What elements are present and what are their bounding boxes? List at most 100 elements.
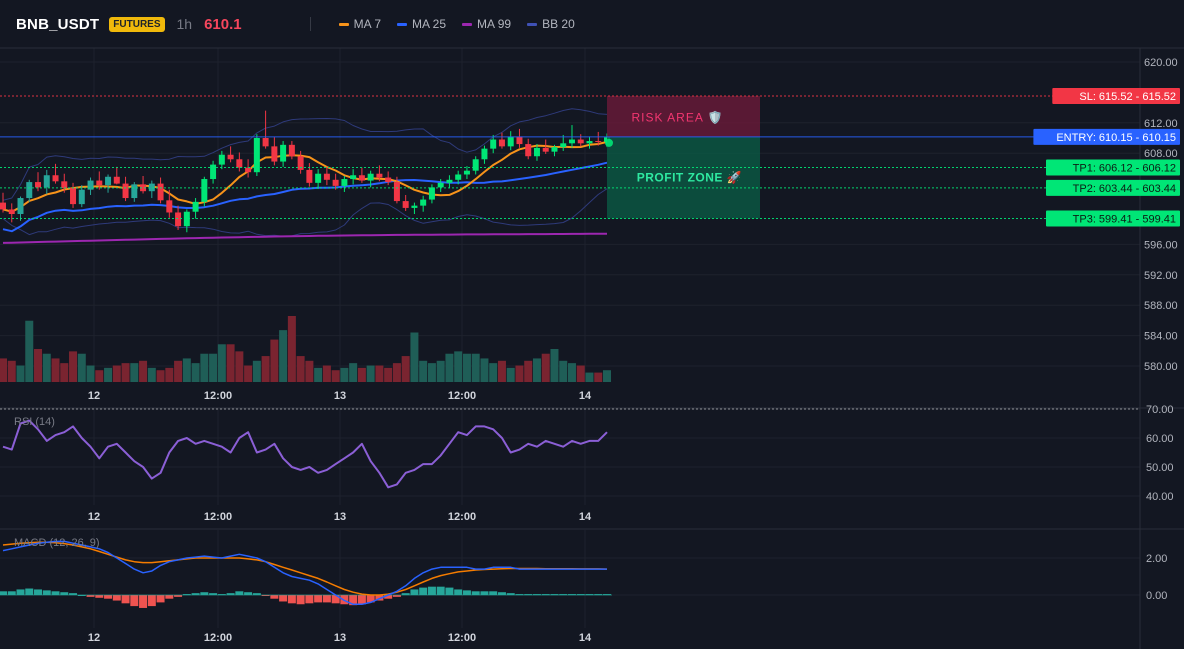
candle bbox=[227, 146, 234, 163]
candle bbox=[192, 198, 199, 219]
ma99-line bbox=[2, 232, 608, 244]
candle bbox=[245, 159, 252, 178]
sl-tag-text: SL: 615.52 - 615.52 bbox=[1079, 91, 1176, 103]
volume-bar bbox=[130, 363, 139, 382]
entry-tag-bg bbox=[1033, 128, 1180, 145]
macd-histogram-bar bbox=[51, 591, 60, 595]
candle bbox=[525, 138, 532, 160]
volume-bar bbox=[349, 363, 358, 382]
candle bbox=[201, 176, 208, 207]
macd-histogram-bar bbox=[42, 590, 51, 595]
macd-histogram-bar bbox=[104, 595, 113, 599]
candle-body bbox=[437, 182, 444, 188]
candle-body bbox=[227, 154, 234, 160]
volume-bar bbox=[541, 353, 550, 382]
candle-body bbox=[113, 176, 120, 184]
macd-histogram-bar bbox=[0, 591, 7, 595]
candle bbox=[516, 128, 523, 148]
candle bbox=[411, 202, 418, 214]
legend-ma99[interactable]: MA 99 bbox=[462, 17, 511, 31]
volume-bar bbox=[462, 353, 471, 382]
legend-ma25[interactable]: MA 25 bbox=[397, 17, 446, 31]
candle-body bbox=[586, 141, 593, 144]
candle bbox=[341, 176, 348, 192]
macd-histogram-bar bbox=[252, 593, 261, 595]
legend-ma7[interactable]: MA 7 bbox=[338, 17, 381, 31]
candle-body bbox=[236, 159, 243, 168]
macd-histogram-bar bbox=[497, 592, 506, 595]
candle-body bbox=[245, 167, 252, 173]
candle-body bbox=[122, 183, 129, 199]
macd-histogram-bar bbox=[147, 595, 156, 607]
macd-histogram-bar bbox=[174, 595, 183, 597]
price-tick-label: 620.00 bbox=[1144, 57, 1178, 69]
volume-bar bbox=[515, 365, 524, 382]
candle bbox=[376, 165, 383, 182]
legend-label-ma7: MA 7 bbox=[353, 17, 381, 31]
time-tick-label: 12 bbox=[88, 390, 100, 402]
macd-tick-label: 0.00 bbox=[1146, 590, 1167, 602]
candle-body bbox=[446, 179, 453, 183]
candle bbox=[35, 172, 42, 192]
volume-bar bbox=[603, 370, 611, 382]
candle-body bbox=[341, 179, 348, 186]
macd-histogram-bar bbox=[436, 586, 445, 595]
time-tick-label: 12:00 bbox=[204, 390, 232, 402]
time-tick-label: 12:00 bbox=[448, 511, 476, 523]
candle-body bbox=[201, 179, 208, 202]
candle bbox=[236, 152, 243, 172]
volume-bar bbox=[567, 363, 576, 382]
candle-body bbox=[498, 139, 505, 147]
price-tick-label: 592.00 bbox=[1144, 270, 1178, 282]
candle bbox=[586, 136, 593, 149]
volume-bar bbox=[0, 358, 7, 382]
candle bbox=[105, 174, 112, 193]
volume-bar bbox=[112, 365, 121, 382]
symbol-name[interactable]: BNB_USDT bbox=[16, 15, 100, 33]
macd-histogram-bar bbox=[462, 590, 471, 595]
entry-tag: ENTRY: 610.15 - 610.15 bbox=[1033, 128, 1180, 145]
candle-body bbox=[332, 179, 339, 186]
candle bbox=[52, 163, 59, 184]
time-tick-label: 12 bbox=[88, 632, 100, 644]
candle-body bbox=[26, 182, 33, 199]
volume-bar bbox=[200, 353, 209, 382]
candle bbox=[306, 163, 313, 187]
legend-bb20[interactable]: BB 20 bbox=[527, 17, 575, 31]
volume-bar bbox=[217, 344, 226, 382]
candle-body bbox=[551, 147, 558, 152]
volume-bar bbox=[235, 351, 244, 382]
macd-histogram-bar bbox=[25, 588, 34, 595]
volume-bar bbox=[69, 351, 78, 382]
candle-body bbox=[411, 205, 418, 208]
timeframe-label[interactable]: 1h bbox=[176, 16, 193, 32]
candle-body bbox=[262, 138, 269, 147]
candle-body bbox=[35, 182, 42, 188]
macd-histogram-bar bbox=[454, 589, 463, 595]
candle-body bbox=[218, 154, 225, 165]
candle bbox=[8, 203, 15, 223]
macd-histogram-bar bbox=[314, 595, 323, 603]
macd-histogram-bar bbox=[130, 595, 139, 607]
time-tick-label: 14 bbox=[579, 632, 592, 644]
candle-body bbox=[385, 177, 392, 183]
volume-bar bbox=[314, 367, 323, 382]
macd-histogram-bar bbox=[366, 595, 375, 603]
volume-bar bbox=[156, 370, 165, 382]
candle-body bbox=[428, 187, 435, 200]
rsi-line bbox=[2, 419, 608, 489]
grid-lines bbox=[0, 48, 1140, 628]
tp3-tag-bg bbox=[1046, 210, 1180, 227]
legend-swatch-ma99 bbox=[462, 22, 473, 26]
candle bbox=[157, 177, 164, 204]
candle-body bbox=[288, 144, 295, 157]
candle-body bbox=[525, 144, 532, 157]
macd-histogram-bar bbox=[471, 591, 480, 595]
macd-histogram-bar bbox=[331, 595, 340, 604]
candle-body bbox=[323, 173, 330, 180]
tp2-tag-bg bbox=[1046, 179, 1180, 196]
candle bbox=[17, 196, 24, 221]
volume-bar bbox=[77, 353, 86, 382]
